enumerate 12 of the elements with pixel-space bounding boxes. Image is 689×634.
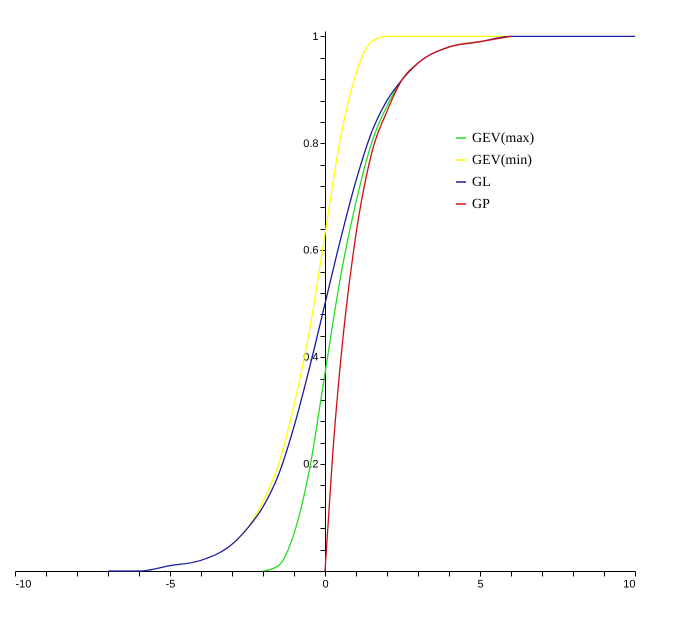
x-tick-label: -5 — [166, 578, 176, 590]
y-tick-label: 0.8 — [303, 138, 318, 150]
y-tick-label: 0.6 — [303, 244, 318, 257]
x-tick-label: 10 — [623, 578, 636, 590]
legend-label: GEV(min) — [472, 153, 532, 168]
x-tick-label: 5 — [477, 578, 484, 590]
x-tick-label: 0 — [322, 578, 329, 590]
y-tick-label: 1 — [312, 30, 318, 43]
x-tick-label: -10 — [16, 578, 32, 590]
legend-label: GP — [472, 197, 490, 212]
legend-label: GEV(max) — [472, 131, 535, 146]
legend-label: GL — [472, 175, 491, 190]
